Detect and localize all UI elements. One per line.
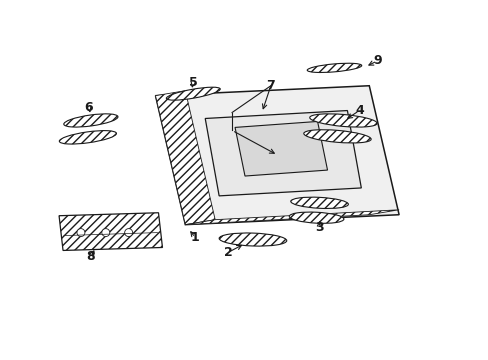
Circle shape <box>77 229 85 237</box>
Ellipse shape <box>306 63 361 72</box>
Text: 8: 8 <box>86 250 95 263</box>
Ellipse shape <box>290 197 347 208</box>
Circle shape <box>102 229 109 237</box>
Polygon shape <box>59 213 162 251</box>
Polygon shape <box>235 121 327 176</box>
Ellipse shape <box>63 114 118 127</box>
Ellipse shape <box>59 131 116 144</box>
Ellipse shape <box>289 212 343 223</box>
Ellipse shape <box>309 114 376 127</box>
Text: 3: 3 <box>315 221 323 234</box>
Text: 2: 2 <box>224 246 232 259</box>
Polygon shape <box>205 111 361 196</box>
Polygon shape <box>185 210 398 225</box>
Ellipse shape <box>166 87 220 100</box>
Text: 6: 6 <box>84 101 93 114</box>
Text: 9: 9 <box>372 54 381 67</box>
Text: 7: 7 <box>266 79 275 92</box>
Ellipse shape <box>219 233 286 246</box>
Text: 5: 5 <box>188 76 197 89</box>
Polygon shape <box>155 86 398 225</box>
Text: 4: 4 <box>354 104 363 117</box>
Polygon shape <box>155 91 215 225</box>
Text: 1: 1 <box>190 231 199 244</box>
Circle shape <box>124 229 132 237</box>
Ellipse shape <box>303 130 370 143</box>
